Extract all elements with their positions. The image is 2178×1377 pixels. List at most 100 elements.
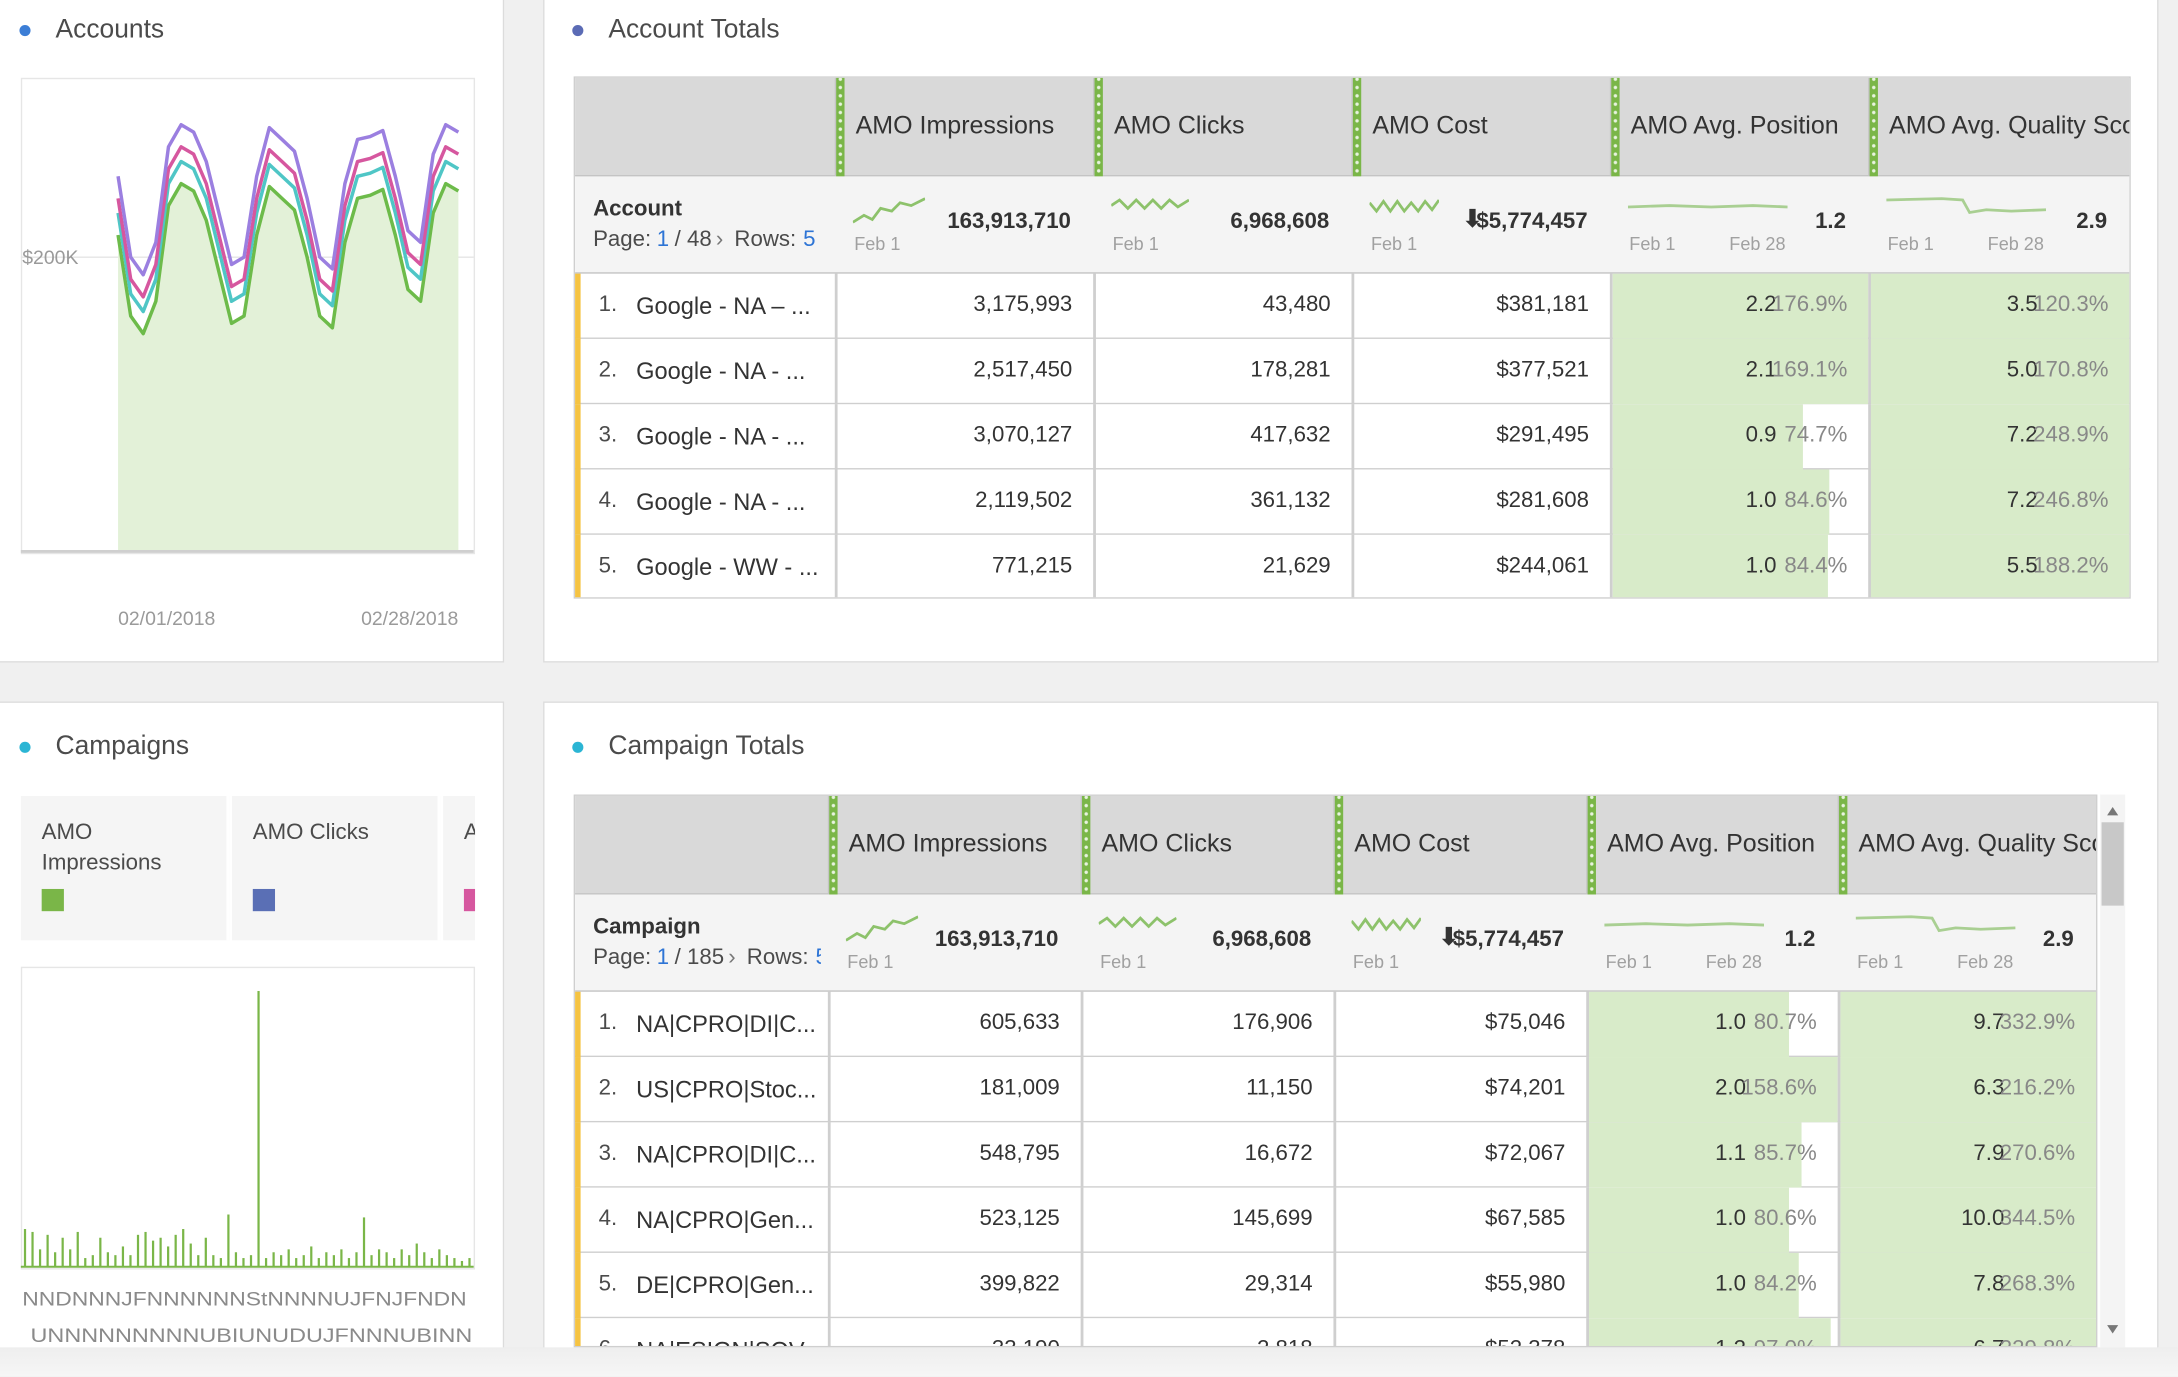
cell-value: 178,281 [1250,358,1331,382]
bar [129,1255,132,1267]
legend-label: A [464,818,475,849]
row-number: 1. [598,1011,618,1035]
panel-title[interactable]: Accounts [55,15,165,45]
column-title: AMO Avg. Position [1630,111,1839,139]
cell: 2,517,450 [834,338,1093,405]
panel-title[interactable]: Campaign Totals [608,732,805,762]
cell-value: 1.0 [1745,488,1777,513]
cell: 9.7 332.9% [1837,991,2097,1058]
legend-item[interactable]: AMO Impressions [20,795,230,941]
table-row[interactable]: 4. Google - NA - ... 2,119,502 361,132 $281,… [575,469,2130,535]
scroll-arrows[interactable] [2100,797,2125,1341]
column-handle [1587,795,1596,895]
line [116,181,460,336]
bar [468,1258,471,1267]
bar [159,1237,162,1267]
cell: 6.7229.8% [1837,1318,2097,1346]
cell-value: 1.2 [1715,1338,1746,1346]
column-title: AMO Avg. Position [1607,829,1816,858]
column-header[interactable]: AMO Impressions [834,77,1093,177]
percent-bar [1870,404,2130,470]
cell: 3.5 120.3% [1868,273,2130,339]
table-row[interactable]: 5. DE|CPRO|Gen... 399,822 29,314 $55,980 1.0 8… [575,1252,2097,1319]
bar [355,1252,358,1267]
table-row[interactable]: 4. NA|CPRO|Gen... 523,125 145,699 $67,585 1.0… [575,1187,2097,1253]
panel-title[interactable]: Account Totals [608,15,780,45]
cell-value: $74,201 [1485,1076,1566,1101]
sparkline [1886,197,2046,215]
legend-item[interactable]: AMO Clicks [231,795,441,941]
table-row[interactable]: 6. NA|ESIGN|SOV... 33,190 2,818 $52,378 1.2 97… [575,1318,2097,1346]
cell-value: 2.2 [1745,293,1777,317]
bar [347,1258,351,1267]
page-next: › [715,227,724,252]
cell: 0.9 74.7% [1609,404,1868,470]
bar [264,1258,268,1267]
bar [302,1255,305,1267]
table-row[interactable]: 2. US|CPRO|Stoc... 181,009 11,150 $74,201 2.0… [575,1057,2097,1123]
table-row[interactable]: 1. Google - NA – ... 3,175,993 43,480 $381,1… [575,273,2130,339]
cell-percent: 170.8% [2033,358,2109,382]
percent-bar [1589,991,1790,1058]
bar [121,1246,125,1267]
bar [460,1260,464,1267]
cell: $281,608 [1351,469,1609,535]
cell: 1.1 85.7% [1586,1122,1837,1188]
column-header[interactable]: AMO Cost [1351,77,1609,177]
percent-bar [1840,1122,2097,1188]
scrollbar-thumb[interactable] [2101,822,2124,906]
bar [295,1258,298,1267]
column-header[interactable]: AMO Avg. Position [1586,795,1837,895]
column-header[interactable]: AMO Clicks [1093,77,1351,177]
table-row[interactable]: 2. Google - NA - ... 2,517,450 178,281 $377,… [575,338,2130,405]
page-number: 1 [656,945,670,970]
cell-percent: 158.6% [1741,1076,1817,1101]
table-row[interactable]: 3. NA|CPRO|DI|C... 548,795 16,672 $72,067 1.1… [575,1122,2097,1188]
column-header[interactable]: AMO Clicks [1080,795,1334,895]
column-title: AMO Clicks [1113,111,1245,139]
column-header[interactable]: AMO Impressions [827,795,1081,895]
table-row[interactable]: 3. Google - NA - ... 3,070,127 417,632 $291,… [575,404,2130,470]
cell-value: $244,061 [1496,554,1590,578]
bar [249,1255,253,1267]
percent-bar [1612,404,1804,470]
percent-bar [1870,273,2130,339]
bar [234,1252,238,1267]
column-handle [1839,795,1848,895]
bar [325,1252,328,1267]
bar [423,1252,426,1267]
cell-value: $67,585 [1485,1207,1566,1231]
cell-percent: 97.0% [1754,1338,1817,1346]
cell: 176,906 [1080,991,1334,1058]
sparkline-label: Feb 1 [854,233,901,255]
bar [332,1255,335,1267]
row-name: Google - NA - ... [636,358,806,385]
cell: 16,672 [1080,1122,1334,1188]
percent-bar [1840,1318,2097,1346]
summary-total: $5,774,457 [1476,209,1588,234]
cell-value: $75,046 [1485,1011,1566,1035]
cell-value: 605,633 [979,1011,1060,1035]
column-title: AMO Cost [1354,829,1470,858]
row-marker [575,1187,581,1253]
bar [415,1243,418,1267]
cell-value: 21,629 [1262,554,1331,578]
cell-value: 7.8 [1973,1272,2005,1296]
column-title: AMO Cost [1372,111,1488,139]
column-header[interactable]: AMO Avg. Position [1609,77,1868,177]
column-header[interactable]: AMO Avg. Quality Scor [1868,77,2129,177]
legend-item[interactable]: A [443,795,476,941]
panel-title[interactable]: Campaigns [55,732,190,762]
page-label: Page: [593,227,652,252]
cell: 399,822 [827,1252,1081,1319]
sparkline-path [1886,197,2046,215]
table-row[interactable]: 1. NA|CPRO|DI|C... 605,633 176,906 $75,046 1.… [575,991,2097,1058]
bar [54,1252,57,1267]
sparkline-path [1369,199,1440,214]
column-header[interactable]: AMO Avg. Quality Scor [1837,795,2096,895]
cell-value: $281,608 [1496,488,1590,513]
table-row[interactable]: 5. Google - WW - ... 771,215 21,629 $244,061… [575,534,2130,598]
column-header[interactable]: AMO Cost [1333,795,1586,895]
sparkline-path [1855,915,2016,933]
